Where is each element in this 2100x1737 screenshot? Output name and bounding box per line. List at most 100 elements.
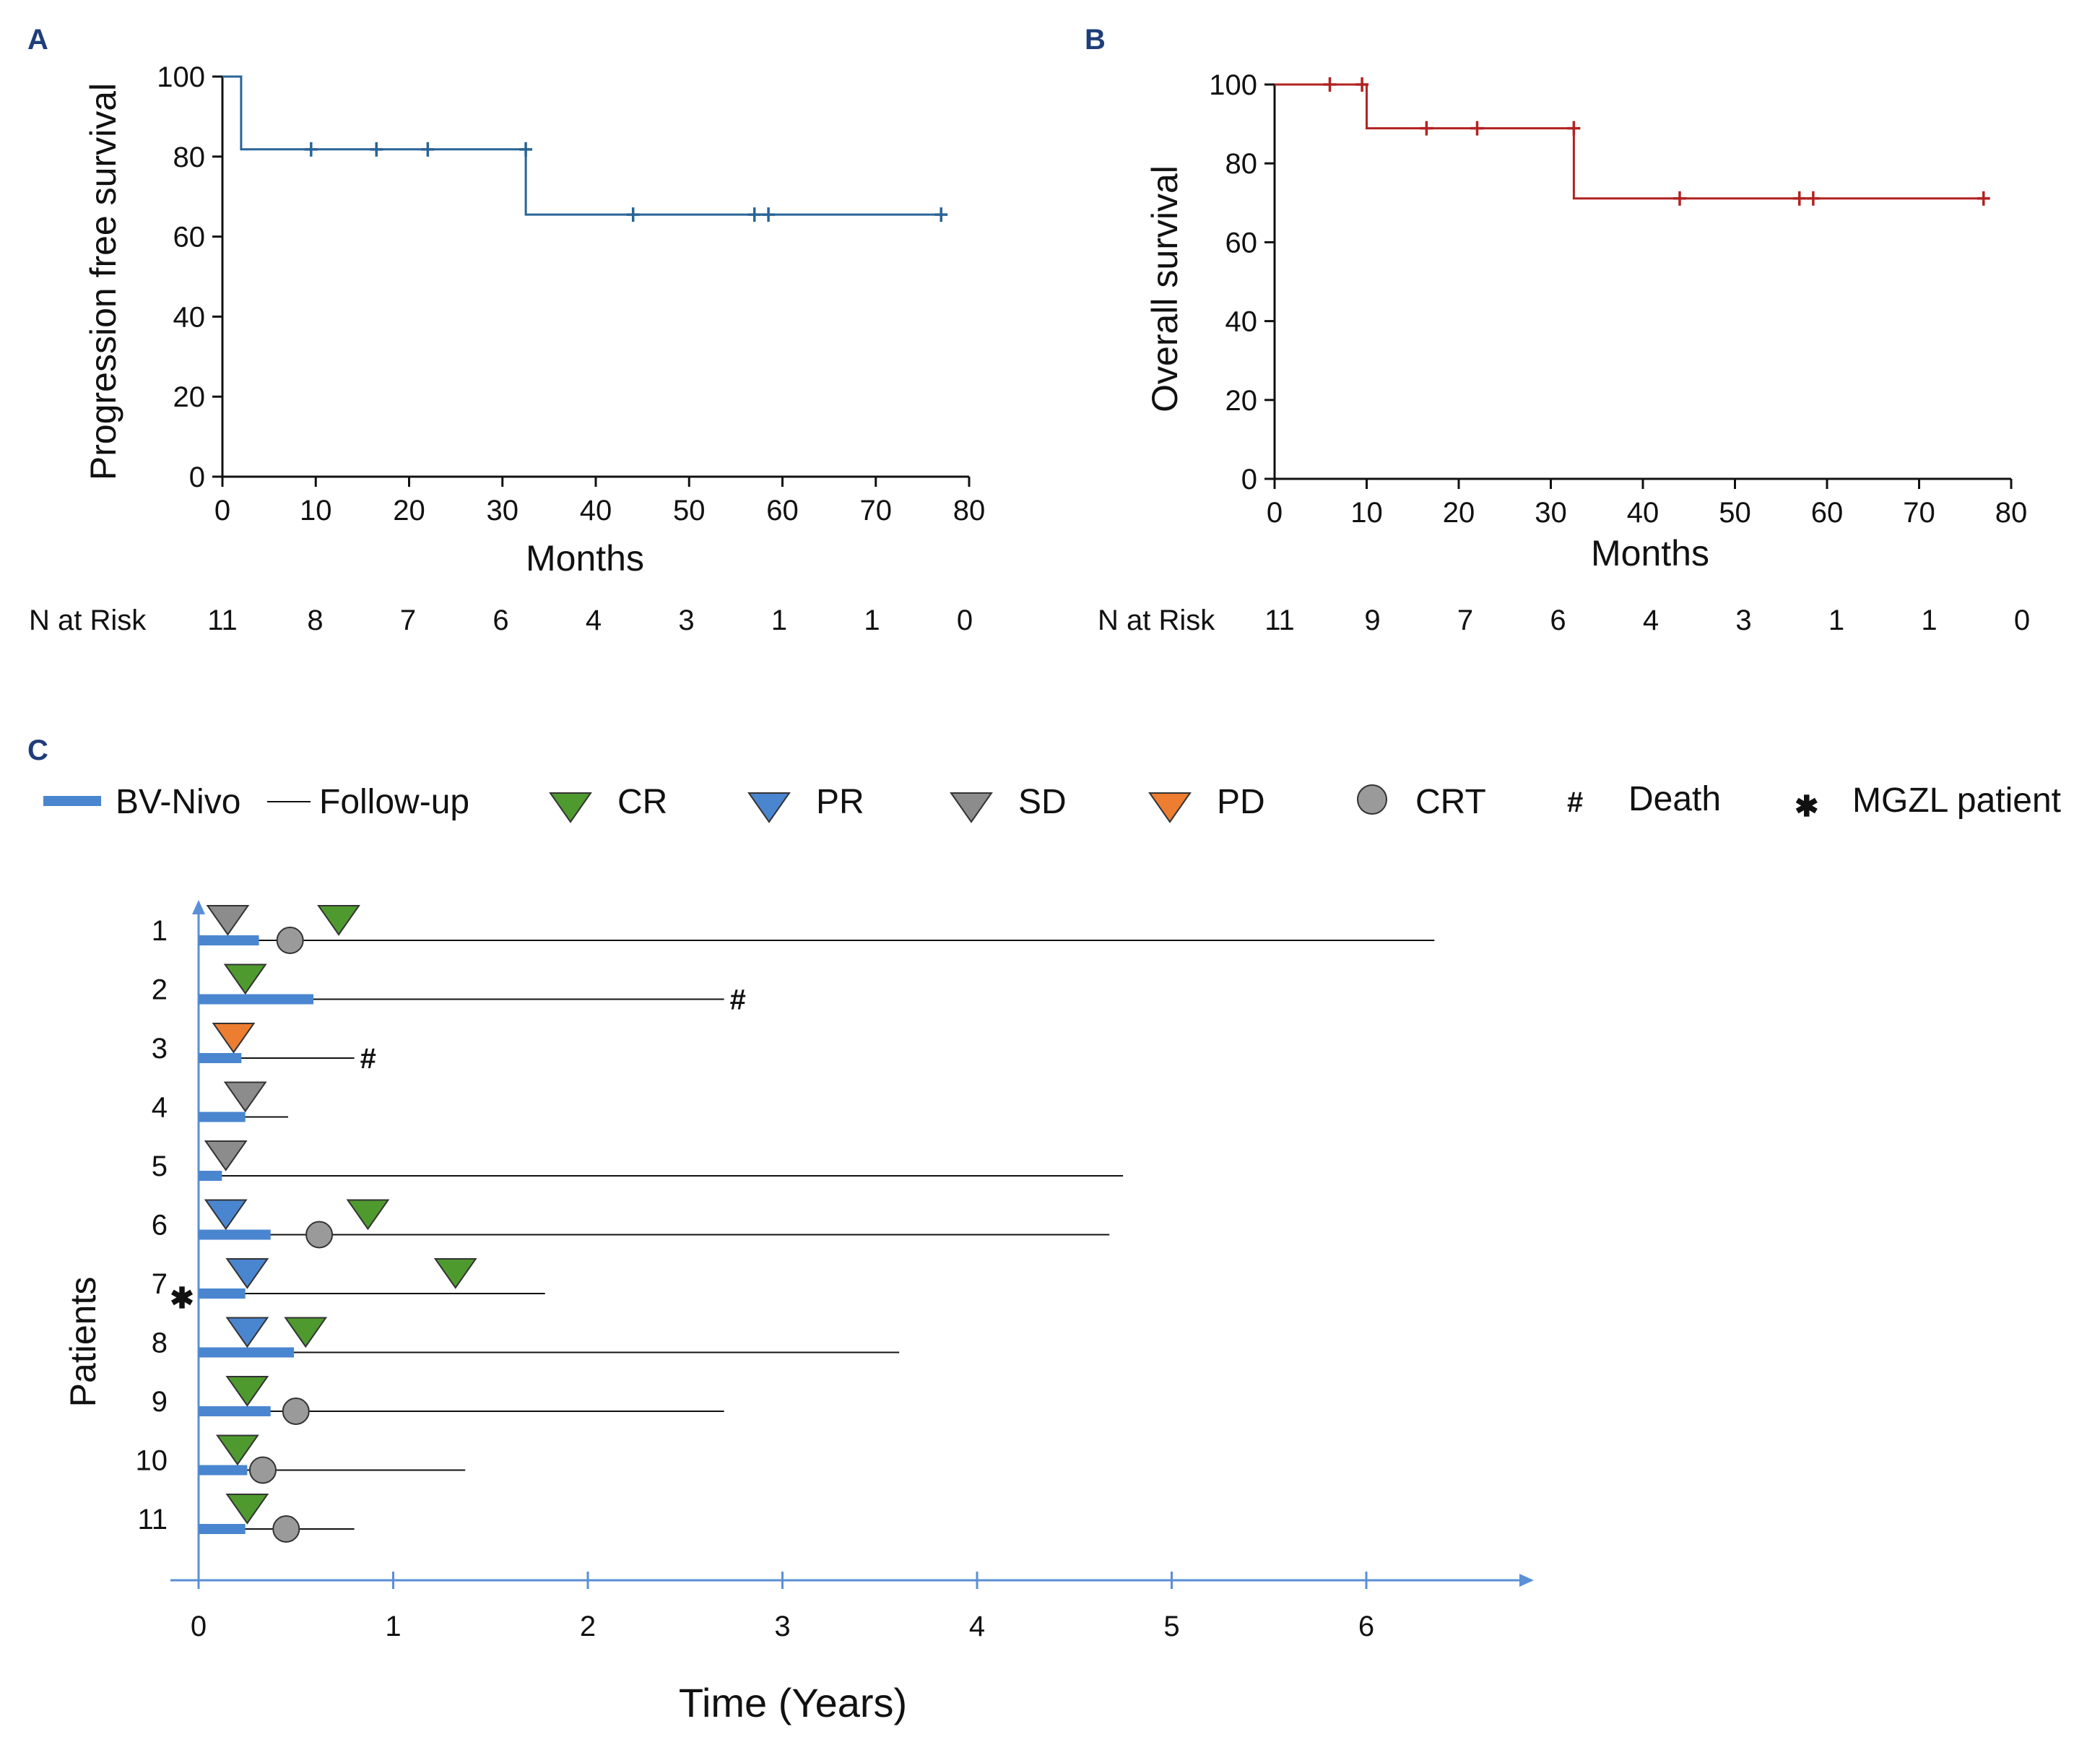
patient-label: 1 bbox=[152, 915, 168, 947]
patient-label: 5 bbox=[152, 1151, 168, 1182]
bv-nivo-bar bbox=[199, 1112, 246, 1122]
x-tick-label: 70 bbox=[1903, 497, 1935, 529]
x-tick-label: 10 bbox=[300, 495, 332, 527]
response-marker bbox=[225, 1494, 269, 1525]
survival-curve bbox=[222, 75, 942, 216]
response-marker bbox=[225, 1258, 269, 1289]
panel-b-letter: B bbox=[1085, 24, 1106, 56]
risk-value: 1 bbox=[864, 605, 880, 636]
panel-a-ylabel: Progression free survival bbox=[83, 83, 123, 480]
x-tick-label: 0 bbox=[191, 1611, 207, 1642]
bv-nivo-bar bbox=[199, 994, 314, 1005]
panel-b-risk-label: N at Risk bbox=[1098, 605, 1215, 636]
legend-label: CR bbox=[617, 783, 667, 821]
x-tick-label: 40 bbox=[1627, 497, 1659, 529]
bv-nivo-bar bbox=[199, 1053, 242, 1063]
patient-label: 8 bbox=[152, 1327, 168, 1359]
legend-death-symbol: # bbox=[1567, 787, 1583, 818]
bv-nivo-bar bbox=[199, 1288, 246, 1299]
y-tick-label: 20 bbox=[173, 381, 206, 413]
patient-label: 10 bbox=[136, 1445, 168, 1477]
panel-c-plot: 0 1 2 3 4 5 6 1 2 #3 #4 5 6 7 ✱8 9 10 11 bbox=[136, 900, 1534, 1642]
legend-label: PR bbox=[816, 783, 864, 821]
x-tick-label: 40 bbox=[580, 495, 612, 527]
x-tick-label: 70 bbox=[860, 495, 893, 527]
legend-label: Death bbox=[1628, 780, 1721, 818]
bv-nivo-bar bbox=[199, 1524, 246, 1534]
patient-label: 6 bbox=[152, 1210, 168, 1242]
risk-value: 11 bbox=[207, 605, 238, 636]
response-marker bbox=[317, 905, 360, 936]
x-tick-label: 60 bbox=[1811, 497, 1844, 529]
crt-marker bbox=[305, 1221, 334, 1249]
panel-c: C BV-Nivo Follow-up CR PR SD PD CRT # Death ✱ MGZL… bbox=[27, 735, 2061, 1725]
x-tick-label: 80 bbox=[953, 495, 986, 527]
x-tick-label: 0 bbox=[1267, 497, 1283, 529]
legend-mgzl-symbol: ✱ bbox=[1795, 791, 1819, 823]
x-tick-label: 10 bbox=[1350, 497, 1383, 529]
crt-marker bbox=[282, 1398, 310, 1425]
response-marker bbox=[225, 1317, 269, 1348]
legend-label: BV-Nivo bbox=[116, 783, 240, 821]
x-tick-label: 0 bbox=[214, 495, 230, 527]
patient-label: 2 bbox=[152, 974, 168, 1006]
y-tick-label: 0 bbox=[189, 462, 205, 493]
risk-value: 8 bbox=[307, 605, 323, 636]
response-marker bbox=[223, 1081, 267, 1113]
bv-nivo-bar bbox=[199, 1406, 271, 1416]
response-marker bbox=[204, 1199, 248, 1231]
risk-value: 1 bbox=[771, 605, 787, 636]
risk-value: 0 bbox=[957, 605, 973, 636]
x-tick-label: 50 bbox=[1719, 497, 1751, 529]
legend-bv-swatch bbox=[43, 796, 101, 806]
risk-value: 0 bbox=[2014, 605, 2030, 636]
response-marker bbox=[215, 1434, 259, 1466]
x-tick-label: 2 bbox=[580, 1611, 596, 1642]
risk-value: 1 bbox=[1921, 605, 1937, 636]
bv-nivo-bar bbox=[199, 1465, 248, 1476]
risk-value: 4 bbox=[586, 605, 602, 636]
x-tick-label: 30 bbox=[487, 495, 519, 527]
panel-a: A Progression free survival Months N at … bbox=[27, 24, 985, 636]
legend-label: PD bbox=[1217, 783, 1265, 821]
panel-c-ylabel: Patients bbox=[63, 1277, 103, 1408]
response-marker bbox=[223, 963, 267, 995]
response-marker bbox=[212, 1023, 256, 1054]
risk-value: 1 bbox=[1828, 605, 1844, 636]
risk-value: 4 bbox=[1643, 605, 1659, 636]
y-tick-label: 40 bbox=[1225, 306, 1258, 338]
response-marker bbox=[204, 1140, 248, 1171]
legend-label: MGZL patient bbox=[1852, 781, 2061, 820]
x-tick-label: 1 bbox=[385, 1611, 401, 1642]
risk-value: 9 bbox=[1364, 605, 1380, 636]
death-marker: # bbox=[360, 1043, 376, 1075]
panel-b: B Overall survival Months N at Risk 0 20 4… bbox=[1085, 24, 2030, 636]
patient-label: 4 bbox=[152, 1092, 168, 1124]
patient-label: 7 bbox=[152, 1268, 168, 1300]
legend-label: CRT bbox=[1415, 783, 1486, 821]
risk-value: 7 bbox=[1457, 605, 1473, 636]
response-marker bbox=[433, 1258, 477, 1289]
bv-nivo-bar bbox=[199, 935, 259, 945]
y-tick-label: 80 bbox=[173, 142, 206, 173]
panel-a-letter: A bbox=[27, 24, 48, 56]
panel-a-xlabel: Months bbox=[526, 538, 644, 579]
legend-crt-swatch bbox=[1357, 784, 1387, 815]
legend-label: SD bbox=[1018, 783, 1067, 821]
crt-marker bbox=[272, 1515, 300, 1543]
response-marker bbox=[1148, 792, 1192, 823]
y-tick-label: 20 bbox=[1225, 385, 1258, 417]
x-tick-label: 5 bbox=[1163, 1611, 1179, 1642]
mgzl-marker: ✱ bbox=[170, 1283, 194, 1314]
death-marker: # bbox=[730, 984, 746, 1016]
x-tick-label: 3 bbox=[774, 1611, 790, 1642]
risk-value: 3 bbox=[1735, 605, 1751, 636]
bv-nivo-bar bbox=[199, 1171, 222, 1181]
response-marker bbox=[284, 1317, 328, 1348]
response-marker bbox=[346, 1199, 390, 1231]
x-axis-arrowhead bbox=[1519, 1574, 1534, 1587]
x-tick-label: 30 bbox=[1535, 497, 1567, 529]
